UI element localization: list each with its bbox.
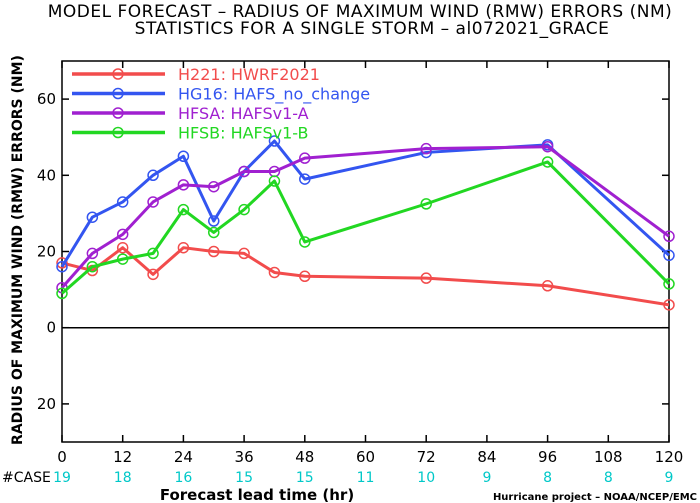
y-axis: 20 0 20 40 60 bbox=[37, 90, 669, 413]
data-point bbox=[299, 173, 311, 185]
data-point bbox=[268, 135, 281, 147]
data-point bbox=[299, 270, 311, 283]
case-count: 9 bbox=[665, 470, 674, 486]
case-count: 8 bbox=[543, 470, 552, 486]
data-point bbox=[116, 228, 129, 241]
series-3 bbox=[56, 156, 675, 300]
data-point bbox=[177, 241, 190, 254]
data-point bbox=[663, 299, 675, 311]
case-counts-row: 19 18 16 15 15 11 10 9 8 8 9 bbox=[53, 470, 673, 486]
data-point bbox=[147, 196, 159, 208]
y-tick-label: 20 bbox=[37, 395, 56, 413]
data-point bbox=[177, 150, 190, 162]
data-point bbox=[663, 230, 675, 243]
x-tick-label: 24 bbox=[174, 448, 193, 466]
data-point bbox=[268, 175, 281, 187]
data-point bbox=[268, 266, 281, 279]
legend-label: HFSB: HAFSv1-B bbox=[178, 124, 308, 143]
case-label: #CASE bbox=[2, 470, 51, 486]
series-0 bbox=[56, 241, 675, 311]
y-tick-label: 40 bbox=[37, 166, 56, 184]
x-tick-label: 48 bbox=[295, 448, 314, 466]
case-count: 15 bbox=[296, 470, 314, 486]
chart-subtitle: STATISTICS FOR A SINGLE STORM – al072021… bbox=[135, 19, 610, 39]
case-count: 19 bbox=[53, 470, 71, 486]
case-count: 15 bbox=[235, 470, 253, 486]
data-point bbox=[663, 278, 675, 290]
data-point bbox=[541, 156, 554, 168]
legend-label: H221: HWRF2021 bbox=[178, 65, 320, 84]
x-tick-label: 108 bbox=[594, 448, 623, 466]
case-count: 9 bbox=[482, 470, 491, 486]
legend-label: HFSA: HAFSv1-A bbox=[178, 104, 309, 123]
data-point bbox=[147, 247, 159, 260]
data-point bbox=[177, 179, 190, 191]
data-point bbox=[208, 226, 220, 239]
data-point bbox=[147, 169, 159, 182]
data-point bbox=[56, 257, 68, 269]
y-tick-label: 0 bbox=[46, 319, 56, 337]
x-tick-label: 96 bbox=[538, 448, 557, 466]
data-point bbox=[86, 260, 99, 273]
x-tick-label: 60 bbox=[356, 448, 375, 466]
x-tick-label: 72 bbox=[417, 448, 436, 466]
legend-swatch-marker bbox=[112, 107, 124, 119]
data-point bbox=[116, 241, 129, 254]
data-point bbox=[86, 247, 99, 260]
legend-swatch-marker bbox=[112, 87, 124, 100]
data-point bbox=[116, 253, 129, 265]
x-tick-label: 36 bbox=[235, 448, 254, 466]
data-point bbox=[663, 249, 675, 262]
series-1 bbox=[56, 135, 675, 273]
data-point bbox=[116, 196, 129, 208]
x-tick-label: 12 bbox=[113, 448, 132, 466]
legend-label: HG16: HAFS_no_change bbox=[178, 85, 370, 105]
data-point bbox=[177, 203, 190, 216]
data-point bbox=[208, 215, 220, 227]
y-tick-label: 20 bbox=[37, 243, 56, 261]
case-count: 18 bbox=[114, 470, 132, 486]
series-2 bbox=[56, 140, 675, 294]
series-layer bbox=[56, 135, 675, 311]
data-point bbox=[56, 287, 68, 300]
y-axis-label: RADIUS OF MAXIMUM WIND (RMW) ERRORS (NM) bbox=[10, 55, 26, 445]
x-axis-label: Forecast lead time (hr) bbox=[160, 486, 354, 503]
series-line bbox=[60, 145, 670, 289]
data-point bbox=[420, 272, 432, 284]
data-point bbox=[420, 142, 432, 155]
data-point bbox=[299, 236, 311, 248]
data-point bbox=[420, 198, 432, 210]
data-point bbox=[238, 165, 250, 178]
legend-swatch-marker bbox=[112, 68, 124, 80]
chart-title: MODEL FORECAST – RADIUS OF MAXIMUM WIND … bbox=[48, 2, 673, 22]
data-point bbox=[299, 152, 311, 164]
data-point bbox=[238, 203, 250, 216]
legend-swatch-marker bbox=[112, 126, 124, 139]
x-tick-label: 120 bbox=[655, 448, 684, 466]
case-count: 16 bbox=[174, 470, 192, 486]
series-line bbox=[61, 246, 670, 307]
x-axis: 0 12 24 36 48 60 72 84 96 108 120 bbox=[57, 61, 683, 466]
data-point bbox=[86, 211, 99, 223]
credit-text: Hurricane project – NOAA/NCEP/EMC bbox=[493, 492, 697, 503]
data-point bbox=[238, 247, 250, 260]
data-point bbox=[208, 245, 220, 258]
data-point bbox=[208, 180, 220, 193]
case-count: 11 bbox=[357, 470, 375, 486]
data-point bbox=[541, 140, 554, 153]
data-point bbox=[147, 268, 159, 281]
case-count: 8 bbox=[604, 470, 613, 486]
x-tick-label: 0 bbox=[57, 448, 67, 466]
x-tick-label: 84 bbox=[477, 448, 496, 466]
data-point bbox=[56, 260, 68, 273]
case-count: 10 bbox=[417, 470, 435, 486]
y-tick-label: 60 bbox=[37, 90, 56, 108]
data-point bbox=[541, 280, 554, 292]
